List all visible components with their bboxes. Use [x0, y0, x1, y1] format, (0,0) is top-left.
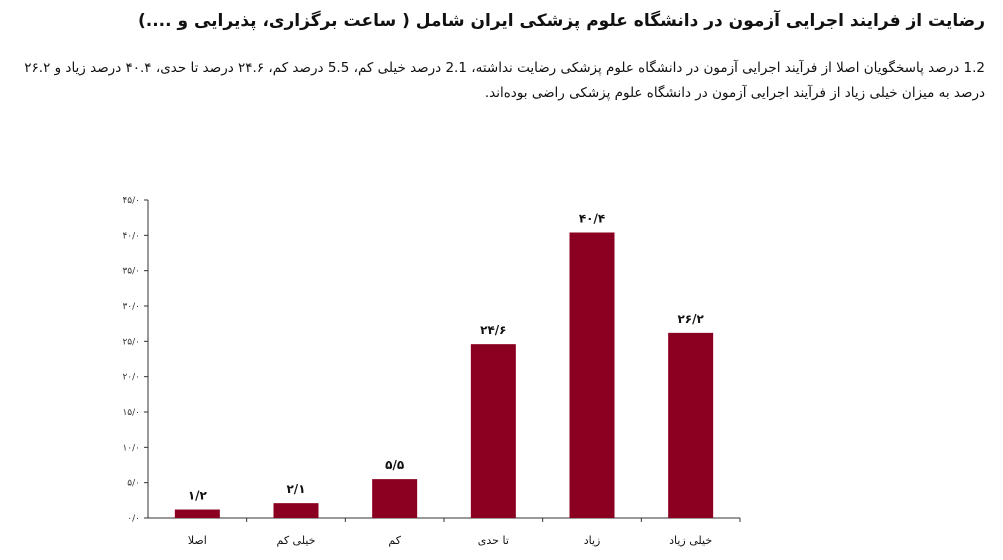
bar	[174, 509, 220, 518]
page-title: رضایت از فرایند اجرایی آزمون در دانشگاه …	[137, 11, 985, 31]
y-tick-label: ۴۰/۰	[122, 231, 140, 241]
data-label: ۲۶/۲	[677, 312, 704, 326]
x-category-label: خیلی زیاد	[669, 534, 712, 547]
y-tick-label: ۵/۰	[127, 479, 140, 489]
x-category-label: کم	[388, 534, 401, 547]
bar	[470, 344, 516, 518]
chart-bars	[174, 232, 714, 519]
y-tick-label: ۰/۰	[127, 514, 140, 524]
y-tick-label: ۲۰/۰	[122, 373, 140, 383]
bar	[372, 479, 418, 518]
chart-axes: ۰/۰ ۵/۰ ۱۰/۰ ۱۵/۰ ۲۰/۰ ۲۵/۰ ۳۰/۰ ۳۵/۰ ۴۰/۰ ۴۵/۰	[122, 196, 741, 524]
data-label: ۵/۵	[385, 458, 404, 472]
y-tick-label: ۳۵/۰	[122, 267, 140, 277]
bar	[273, 503, 319, 518]
chart-description: 1.2 درصد پاسخگویان اصلا از فرآیند اجرایی…	[24, 60, 985, 101]
y-tick-label: ۱۰/۰	[122, 443, 140, 453]
x-category-label: خیلی کم	[277, 534, 316, 547]
x-category-label: اصلا	[188, 534, 207, 547]
chart-labels: ۱/۲ اصلا ۲/۱ خیلی کم ۵/۵ کم ۲۴/۶ تا حدی ۴۰/۴ زیاد…	[188, 212, 712, 547]
bar	[668, 332, 714, 518]
data-label: ۲۴/۶	[480, 323, 506, 337]
data-label: ۲/۱	[286, 482, 305, 496]
y-tick-label: ۲۵/۰	[122, 337, 140, 347]
data-label: ۱/۲	[188, 489, 208, 503]
y-tick-label: ۳۰/۰	[122, 302, 140, 312]
x-category-label: زیاد	[584, 534, 601, 547]
x-category-label: تا حدی	[478, 534, 509, 547]
data-label: ۴۰/۴	[579, 212, 605, 226]
y-tick-label: ۴۵/۰	[122, 196, 140, 206]
bar	[569, 232, 615, 519]
y-tick-label: ۱۵/۰	[122, 408, 140, 418]
